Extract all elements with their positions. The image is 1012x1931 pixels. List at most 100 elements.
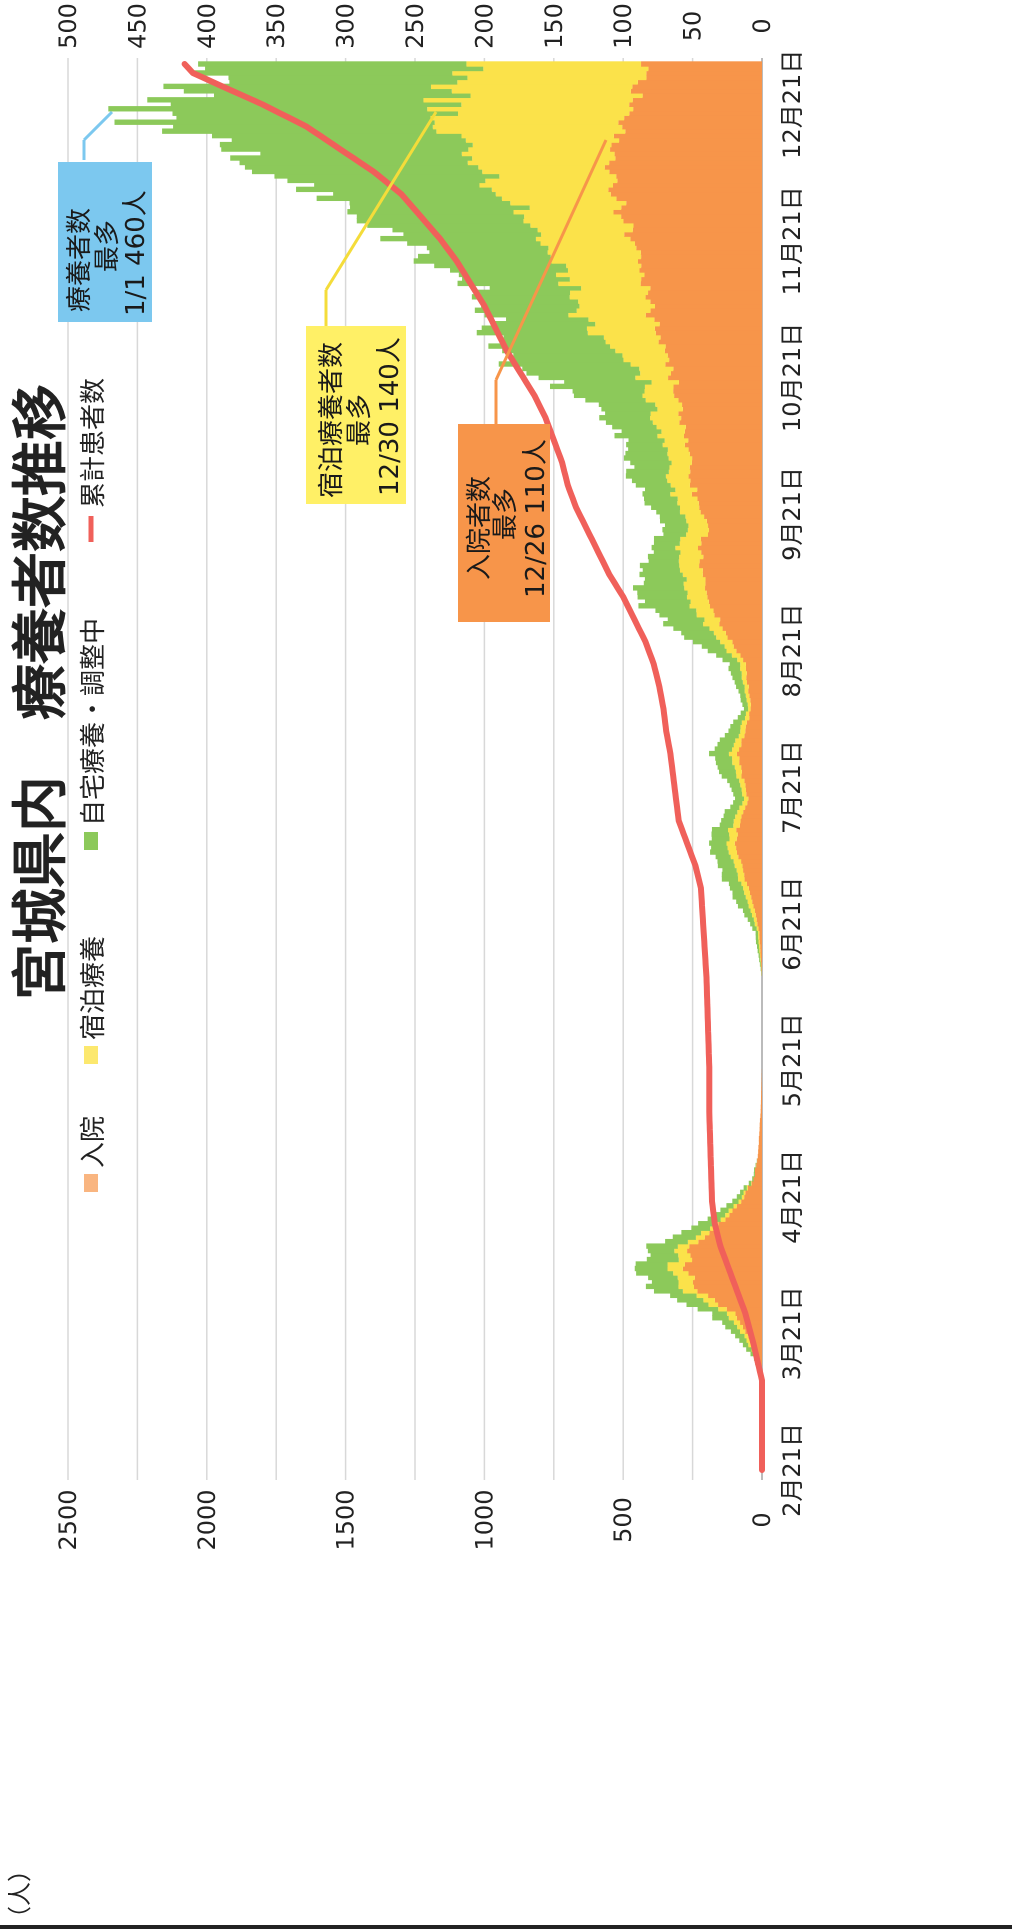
bar-hospital-day-192 bbox=[713, 607, 762, 613]
bar-home-day-174 bbox=[738, 688, 745, 694]
bar-hospital-day-188 bbox=[722, 625, 762, 631]
bar-hospital-day-173 bbox=[749, 692, 762, 699]
bar-hospital-day-136 bbox=[741, 858, 762, 864]
bar-hospital-day-183 bbox=[736, 647, 762, 654]
bar-home-day-134 bbox=[722, 867, 737, 873]
bar-hotel-day-151 bbox=[742, 791, 747, 797]
bar-hospital-day-223 bbox=[690, 468, 762, 475]
bar-hotel-day-141 bbox=[729, 835, 737, 842]
bar-home-day-136 bbox=[717, 858, 734, 864]
bar-hospital-day-262 bbox=[645, 294, 762, 300]
bar-hotel-day-224 bbox=[669, 464, 690, 470]
bar-home-day-207 bbox=[653, 540, 680, 546]
bar-hospital-day-299 bbox=[625, 128, 762, 134]
bar-hotel-day-186 bbox=[716, 634, 728, 640]
bar-hospital-day-265 bbox=[640, 280, 762, 287]
bar-home-day-178 bbox=[730, 670, 742, 676]
bar-hotel-day-270 bbox=[551, 258, 639, 264]
bar-hotel-day-38 bbox=[703, 1297, 715, 1303]
bar-hotel-day-135 bbox=[734, 862, 743, 869]
bar-hotel-day-286 bbox=[491, 186, 609, 193]
bar-hospital-day-186 bbox=[727, 634, 762, 640]
bar-home-day-252 bbox=[501, 338, 606, 345]
bar-hotel-day-159 bbox=[732, 755, 740, 761]
bar-hospital-day-313 bbox=[648, 65, 762, 72]
bar-hotel-day-145 bbox=[733, 818, 741, 824]
bar-hospital-day-29 bbox=[750, 1337, 762, 1343]
bar-hospital-day-293 bbox=[615, 155, 762, 161]
x-axis-tick-8: 10月21日 bbox=[778, 323, 806, 432]
bar-hospital-day-25 bbox=[757, 1355, 762, 1361]
bar-hotel-day-119 bbox=[758, 934, 760, 940]
bar-hotel-day-208 bbox=[680, 535, 701, 542]
bar-home-day-282 bbox=[350, 204, 530, 210]
bar-home-day-144 bbox=[719, 822, 734, 828]
bar-home-day-129 bbox=[732, 889, 745, 896]
bar-hospital-day-51 bbox=[698, 1238, 762, 1245]
bar-hotel-day-60 bbox=[738, 1198, 742, 1205]
bar-home-day-51 bbox=[665, 1238, 688, 1245]
bar-hospital-day-253 bbox=[660, 334, 762, 340]
bar-hotel-day-166 bbox=[740, 724, 746, 730]
bar-hospital-day-161 bbox=[739, 746, 762, 752]
bar-hotel-day-267 bbox=[556, 271, 645, 278]
bar-home-day-186 bbox=[684, 634, 717, 640]
bar-home-day-201 bbox=[642, 567, 680, 573]
legend-label-hospital: 入院 bbox=[79, 1116, 109, 1168]
bar-home-day-171 bbox=[742, 701, 748, 708]
bar-hotel-day-37 bbox=[708, 1301, 719, 1308]
bar-home-day-229 bbox=[626, 441, 663, 448]
bar-hospital-day-244 bbox=[668, 374, 762, 381]
bar-home-day-306 bbox=[147, 97, 424, 103]
bar-home-day-28 bbox=[742, 1341, 749, 1348]
bar-home-day-168 bbox=[737, 715, 745, 721]
bar-hotel-day-173 bbox=[745, 692, 750, 699]
bar-hotel-day-294 bbox=[461, 150, 615, 157]
bar-hospital-day-263 bbox=[648, 289, 762, 296]
bar-home-day-64 bbox=[748, 1180, 752, 1187]
bar-hospital-day-115 bbox=[760, 952, 762, 958]
bar-hotel-day-194 bbox=[690, 598, 709, 605]
bar-home-day-208 bbox=[653, 535, 681, 542]
bar-home-day-48 bbox=[650, 1252, 679, 1258]
bar-home-day-203 bbox=[648, 558, 679, 564]
bar-hotel-day-53 bbox=[701, 1229, 710, 1236]
bar-hotel-day-298 bbox=[461, 132, 614, 139]
bar-home-day-185 bbox=[692, 638, 721, 645]
bar-hotel-day-128 bbox=[745, 894, 752, 900]
bar-hospital-day-142 bbox=[737, 831, 762, 837]
bar-home-day-198 bbox=[643, 580, 684, 587]
bar-home-day-301 bbox=[114, 119, 435, 125]
bar-hotel-day-49 bbox=[674, 1247, 688, 1254]
bar-hotel-day-275 bbox=[535, 235, 631, 242]
bar-hospital-day-273 bbox=[636, 244, 762, 251]
bar-hospital-day-67 bbox=[754, 1167, 762, 1173]
bar-hotel-day-311 bbox=[467, 74, 647, 81]
callout-hotel-leader-2 bbox=[324, 111, 438, 291]
bar-hospital-day-148 bbox=[745, 804, 762, 810]
bar-home-day-215 bbox=[651, 504, 681, 510]
bar-hospital-day-119 bbox=[759, 934, 762, 940]
bar-hotel-day-132 bbox=[738, 876, 745, 882]
bar-hospital-day-267 bbox=[644, 271, 762, 278]
callout-total-line-3: 1/1 460人 bbox=[121, 190, 151, 316]
bar-home-day-147 bbox=[724, 809, 738, 815]
bar-hospital-day-272 bbox=[640, 249, 762, 255]
bar-home-day-241 bbox=[572, 388, 645, 394]
bar-hospital-day-132 bbox=[744, 876, 762, 882]
bar-home-day-280 bbox=[356, 213, 525, 219]
bar-home-day-205 bbox=[653, 549, 681, 555]
bar-hotel-day-300 bbox=[432, 123, 623, 130]
bar-home-day-225 bbox=[630, 459, 672, 466]
right-axis-tick-250: 250 bbox=[401, 3, 429, 49]
bar-hotel-day-140 bbox=[726, 840, 735, 846]
bar-home-day-40 bbox=[653, 1288, 683, 1294]
bar-hospital-day-64 bbox=[751, 1180, 762, 1187]
bar-hospital-day-234 bbox=[679, 419, 762, 425]
bar-home-day-309 bbox=[163, 83, 431, 90]
bar-home-day-224 bbox=[634, 464, 670, 470]
bar-hotel-day-247 bbox=[630, 361, 666, 367]
bar-hospital-day-44 bbox=[688, 1270, 762, 1276]
bar-home-day-308 bbox=[183, 88, 452, 94]
bar-home-day-50 bbox=[646, 1243, 678, 1249]
